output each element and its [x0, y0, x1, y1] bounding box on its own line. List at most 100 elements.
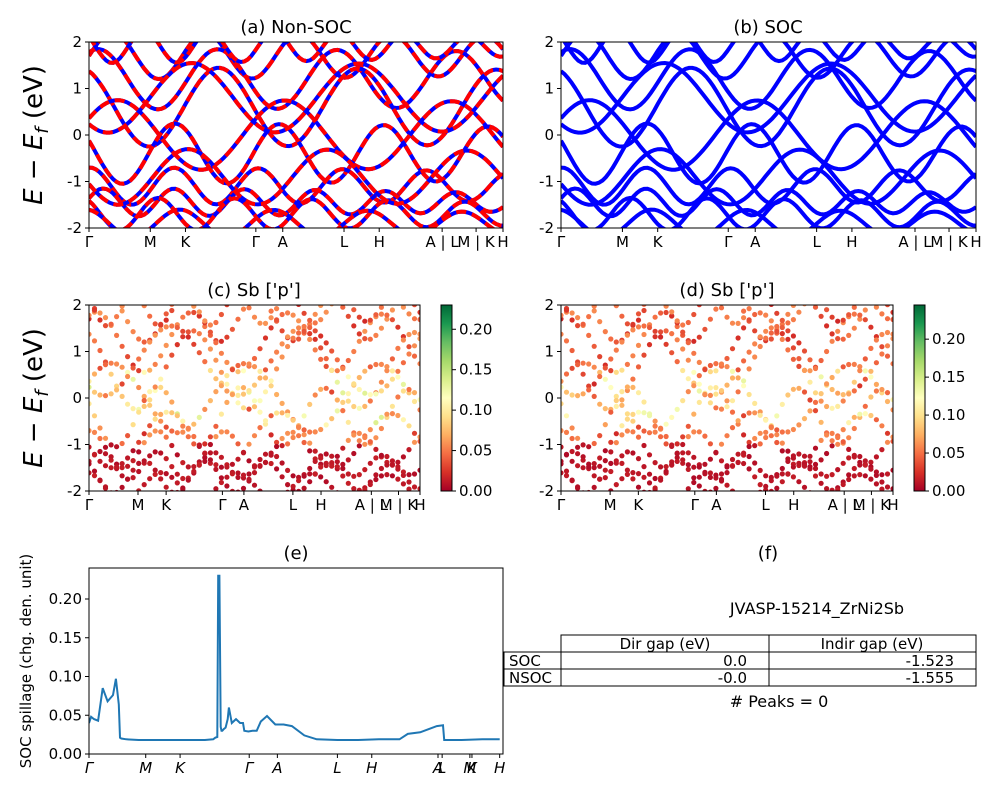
data-point — [334, 408, 340, 414]
data-point — [378, 452, 384, 458]
data-point — [846, 472, 852, 478]
data-point — [796, 451, 802, 457]
data-point — [268, 460, 274, 467]
data-point — [323, 356, 329, 362]
data-point — [125, 497, 130, 502]
data-point — [340, 445, 346, 451]
data-point — [174, 452, 180, 458]
data-point — [685, 357, 691, 363]
y-tick-label: 1 — [72, 343, 82, 361]
data-point — [213, 357, 219, 363]
data-point — [274, 317, 280, 323]
data-point — [340, 473, 346, 479]
y-tick-label: 2 — [72, 296, 82, 314]
data-point — [340, 305, 346, 310]
data-point — [597, 433, 603, 439]
colorbar-frame — [913, 304, 926, 492]
data-point — [785, 311, 791, 317]
data-point — [729, 398, 736, 404]
data-point — [378, 465, 384, 472]
data-point — [401, 297, 406, 302]
data-point — [335, 296, 340, 301]
data-point — [768, 325, 774, 331]
data-point — [840, 392, 846, 398]
data-point — [400, 337, 406, 343]
data-point — [406, 351, 412, 357]
data-point — [141, 431, 147, 437]
data-point — [624, 428, 631, 434]
data-point — [235, 441, 241, 447]
data-point — [400, 305, 406, 310]
data-point — [119, 305, 125, 309]
data-point — [345, 374, 351, 380]
x-tick-label: A — [432, 759, 443, 777]
data-point — [575, 435, 581, 441]
data-point — [835, 487, 841, 491]
colorbar-tick-label: 0.05 — [459, 442, 492, 460]
data-point — [384, 383, 390, 389]
data-point — [345, 457, 351, 463]
x-tick-label: A | L — [828, 496, 862, 514]
x-tick-label: Γ — [724, 233, 733, 251]
data-point — [729, 375, 736, 381]
data-point — [125, 476, 131, 482]
data-point — [147, 432, 153, 438]
data-point — [561, 461, 564, 467]
data-point — [635, 409, 642, 415]
data-point — [180, 418, 186, 424]
data-point — [114, 387, 120, 393]
data-point — [384, 411, 390, 417]
panel-e-ylabel: SOC spillage (chg. den. unit) — [17, 554, 35, 769]
data-point — [724, 398, 730, 404]
data-point — [125, 295, 130, 300]
data-point — [592, 498, 597, 503]
data-point — [218, 479, 224, 486]
data-point — [218, 411, 224, 417]
data-point — [652, 418, 658, 424]
data-point — [207, 346, 213, 352]
data-point — [312, 471, 318, 477]
x-tick-label: K — [181, 233, 192, 251]
data-point — [624, 361, 631, 367]
data-point — [807, 296, 812, 301]
data-point — [169, 410, 175, 416]
data-point — [152, 321, 158, 327]
data-point — [395, 394, 401, 400]
data-point — [829, 374, 835, 381]
data-point — [641, 442, 647, 449]
data-point — [351, 307, 357, 313]
data-point — [591, 484, 597, 490]
data-point — [196, 461, 202, 467]
data-point — [152, 361, 158, 367]
band-line — [89, 98, 503, 172]
data-point — [724, 464, 730, 470]
data-point — [680, 367, 686, 374]
data-point — [91, 452, 98, 458]
x-tick-label: H — [374, 233, 385, 251]
data-point — [279, 311, 285, 318]
data-point — [102, 435, 109, 441]
data-point — [367, 439, 373, 445]
data-point — [575, 362, 581, 368]
data-point — [630, 470, 636, 476]
data-point — [274, 466, 280, 472]
data-point — [613, 431, 619, 437]
data-point — [119, 465, 125, 471]
data-point — [741, 496, 746, 501]
data-point — [774, 413, 780, 419]
data-point — [224, 359, 230, 365]
data-point — [373, 361, 379, 368]
data-point — [868, 476, 874, 482]
data-point — [125, 463, 131, 469]
data-point — [652, 423, 658, 429]
data-point — [191, 309, 197, 316]
colorbar-tick-label: 0.05 — [932, 444, 965, 462]
y-tick-label: 2 — [544, 33, 554, 51]
data-point — [296, 488, 302, 491]
data-point — [674, 406, 680, 412]
y-tick-label: 0.20 — [49, 590, 82, 608]
data-point — [707, 441, 714, 447]
data-point — [329, 367, 335, 373]
band-line — [561, 98, 976, 172]
data-point — [785, 448, 791, 454]
